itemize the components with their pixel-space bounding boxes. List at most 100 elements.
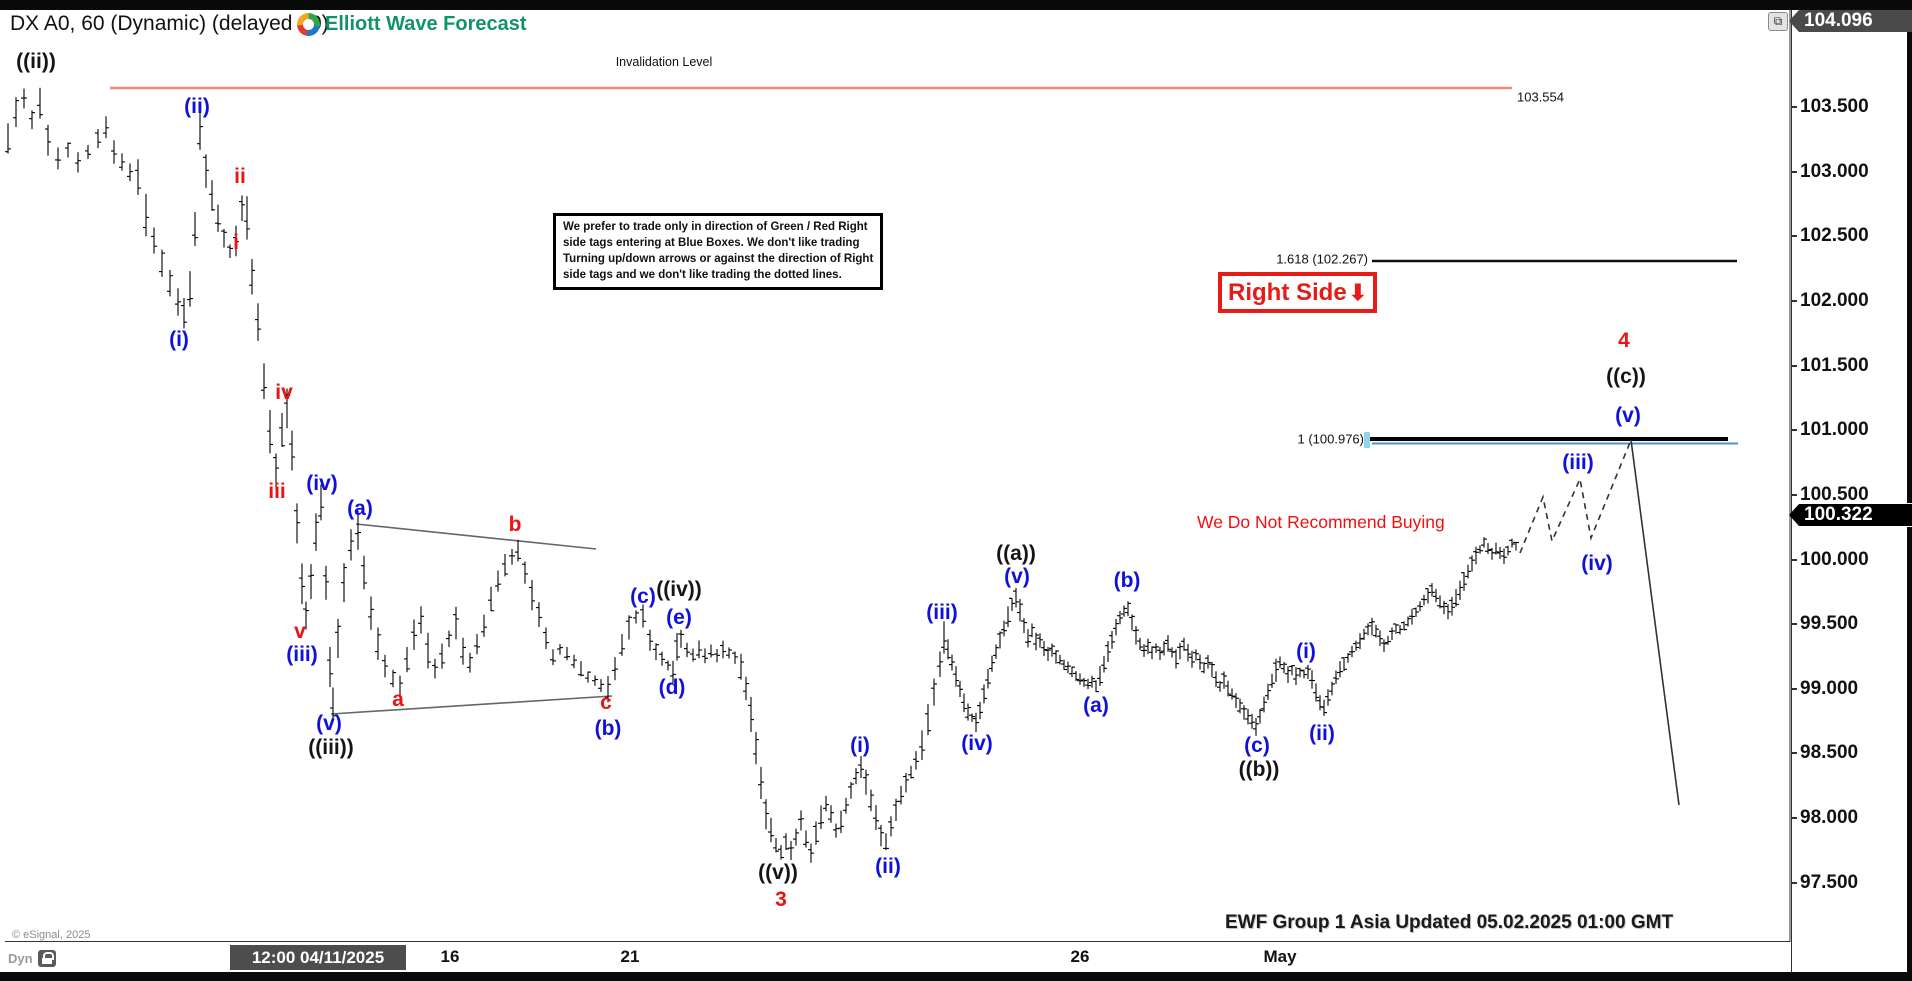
fib-extension-label: 1.618 (102.267) [1276,251,1368,267]
price-axis[interactable]: 103.500 103.000 102.500 102.000 101.500 101.0… [1791,10,1907,972]
esignal-copyright: © eSignal, 2025 [12,929,91,941]
disclaimer-line: side tags and we don't like trading the … [563,268,842,281]
price-tick-mark [1792,300,1797,302]
price-tick-mark [1792,171,1797,173]
dynamic-mode-label: Dyn [8,951,33,966]
elliott-wave-label: v [294,620,306,643]
elliott-wave-label: (c) [630,585,656,608]
chart-title: DX A0, 60 (Dynamic) (delayed 10) [10,12,329,35]
time-tick-label: 16 [440,947,460,966]
elliott-wave-label: ((iii)) [308,736,354,759]
restore-window-icon[interactable]: ⧉ [1768,12,1788,31]
price-tick-mark [1792,752,1797,754]
elliott-wave-label: iii [268,480,286,503]
price-tick-label: 99.500 [1800,613,1859,634]
price-tick-mark [1792,623,1797,625]
window-top-bar [0,0,1912,10]
elliott-wave-label: ((ii)) [16,50,56,73]
elliott-wave-label: (i) [1296,640,1316,663]
price-tick-mark [1792,365,1797,367]
elliott-wave-label: 4 [1618,329,1630,352]
price-tick-label: 103.500 [1800,96,1869,117]
elliott-wave-label: (iv) [1581,552,1613,575]
price-tick-mark [1792,688,1797,690]
down-arrow-icon: ⬇ [1348,279,1368,305]
elliott-wave-label: (iii) [926,601,958,624]
elliott-wave-label: (v) [1615,404,1641,427]
elliott-wave-label: ((b)) [1238,758,1280,781]
price-tick-mark [1792,235,1797,237]
disclaimer-line: Turning up/down arrows or against the di… [563,252,874,265]
wave1-level-label: 1 (100.976) [1297,431,1365,447]
elliott-wave-label: ((a)) [996,542,1036,565]
price-tick-label: 102.500 [1800,225,1869,246]
trading-disclaimer-box: We prefer to trade only in direction of … [553,213,884,291]
elliott-wave-label: (ii) [875,855,901,878]
invalidation-level-label: Invalidation Level [615,55,713,69]
elliott-wave-label: (iv) [306,472,338,495]
price-tick-mark [1792,882,1797,884]
cursor-date-badge: 12:00 04/11/2025 [230,945,406,970]
elliott-wave-label: i [233,231,239,254]
elliott-wave-label: (b) [594,717,622,740]
price-tick-label: 101.000 [1800,419,1869,440]
blue-box-tick [1364,432,1370,448]
disclaimer-line: side tags entering at Blue Boxes. We don… [563,236,860,249]
elliott-wave-label: ((c)) [1606,365,1646,388]
elliott-wave-label: c [600,691,612,714]
elliott-wave-label: ii [234,165,246,188]
brand-name: Elliott Wave Forecast [325,13,527,35]
elliott-wave-label: (iii) [1562,451,1594,474]
elliott-wave-label: (iv) [961,732,993,755]
price-tick-label: 97.500 [1800,872,1859,893]
invalidation-price-label: 103.554 [1517,89,1564,105]
price-tick-label: 99.000 [1800,678,1859,699]
window-right-strip [1906,10,1912,972]
price-tick-label: 98.000 [1800,807,1859,828]
price-tick-label: 102.000 [1800,290,1869,311]
elliott-wave-label: (d) [658,676,686,699]
elliott-wave-label: b [508,513,522,536]
right-side-tag: Right Side ⬇ [1218,272,1378,313]
price-tick-mark [1792,106,1797,108]
elliott-wave-label: ((iv)) [656,578,702,601]
elliott-wave-label: (ii) [184,95,210,118]
price-tick-label: 103.000 [1800,161,1869,182]
elliott-wave-label: 3 [775,888,787,911]
last-price-badge: 100.322 [1789,503,1912,527]
price-tick-mark [1792,559,1797,561]
elliott-wave-label: (v) [1004,565,1030,588]
price-tick-label: 100.000 [1800,549,1869,570]
elliott-wave-label: (a) [1083,694,1109,717]
price-tick-mark [1792,429,1797,431]
time-tick-label: 26 [1070,947,1090,966]
brand-logo: Elliott Wave Forecast [297,13,527,36]
no-buy-warning: We Do Not Recommend Buying [1197,512,1445,532]
price-tick-mark [1792,817,1797,819]
elliott-wave-label: ((v)) [758,861,798,884]
delayed-data-lock-icon [38,950,56,967]
time-tick-label: 21 [620,947,640,966]
elliott-wave-label: (i) [169,328,189,351]
elliott-wave-label: (a) [347,497,373,520]
elliott-wave-label: iv [275,381,293,404]
price-tick-label: 100.500 [1800,484,1869,505]
elliott-wave-label: (ii) [1309,722,1335,745]
price-tick-label: 101.500 [1800,355,1869,376]
elliott-wave-label: (b) [1113,569,1141,592]
elliott-wave-label: (e) [666,606,692,629]
window-bottom-bar [0,972,1912,981]
price-tick-mark [1792,494,1797,496]
elliott-wave-label: (c) [1244,734,1270,757]
elliott-wave-label: a [392,688,404,711]
elliott-wave-label: (i) [850,734,870,757]
elliott-wave-label: (v) [316,712,342,735]
elliott-wave-swirl-icon [297,13,320,36]
right-side-text: Right Side [1228,278,1347,306]
disclaimer-line: We prefer to trade only in direction of … [563,221,868,233]
price-tick-label: 98.500 [1800,742,1859,763]
elliott-wave-label: (iii) [286,643,318,666]
ewf-update-credit: EWF Group 1 Asia Updated 05.02.2025 01:0… [1225,912,1674,933]
